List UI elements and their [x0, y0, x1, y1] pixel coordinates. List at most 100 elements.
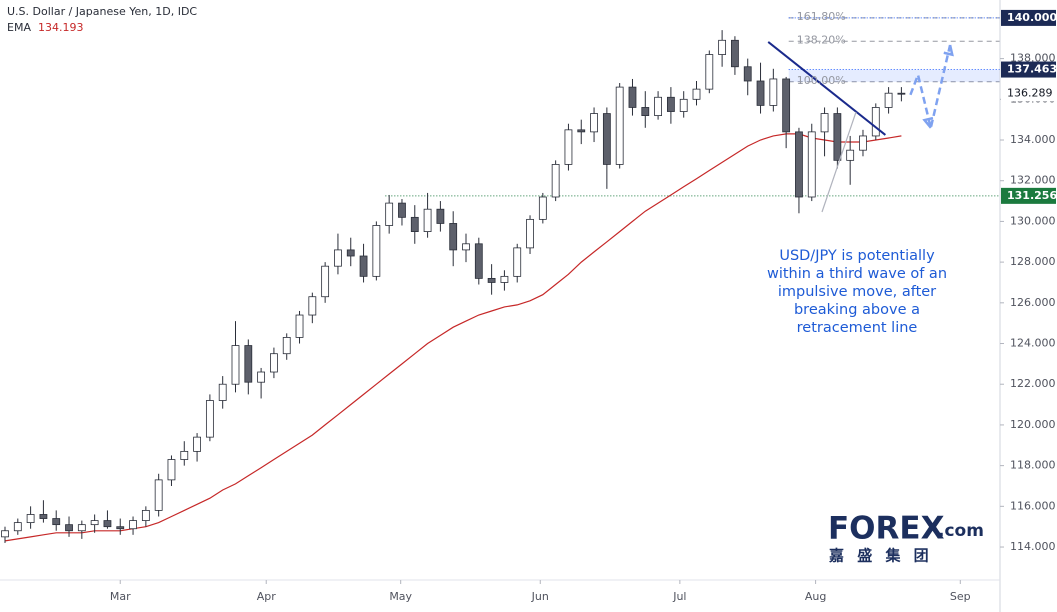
y-tick-label: 132.000	[1010, 174, 1056, 187]
level-label: 136.289	[1007, 86, 1053, 99]
candle-body	[321, 265, 330, 298]
ema-value: 134.193	[38, 21, 84, 34]
candle-body	[462, 243, 470, 251]
candle-body	[26, 514, 35, 524]
level-badge	[1001, 85, 1056, 102]
y-tick-label: 138.000	[1010, 52, 1056, 65]
candle-body	[487, 277, 496, 283]
candle-body	[244, 345, 253, 383]
fib-label: 161.80%	[797, 10, 846, 23]
fib-label: 138.20%	[797, 33, 846, 46]
candle-body	[308, 296, 317, 316]
candle-body	[538, 196, 547, 220]
level-label: 140.000	[1007, 11, 1057, 24]
candle-body	[705, 54, 714, 90]
candle-body	[205, 400, 214, 438]
candle-body	[846, 149, 855, 161]
candle-body	[564, 129, 573, 165]
candle-body	[77, 524, 86, 532]
candle-body	[795, 131, 803, 198]
candle-body	[551, 164, 560, 198]
candle-body	[615, 86, 624, 165]
candle-body	[231, 345, 240, 385]
candle-body	[820, 113, 829, 133]
projection-path	[909, 44, 952, 129]
candle-body	[897, 92, 906, 95]
annotation-line: retracement line	[797, 320, 918, 336]
candle-body	[52, 518, 61, 526]
candle-body	[167, 459, 176, 481]
projection-arrowhead	[943, 44, 954, 57]
y-tick-label: 116.000	[1010, 499, 1056, 512]
candle-body	[39, 514, 48, 519]
candle-body	[193, 436, 201, 452]
chart-title: U.S. Dollar / Japanese Yen, 1D, IDC	[7, 5, 197, 18]
y-tick-label: 114.000	[1010, 540, 1056, 553]
candle-body	[257, 371, 266, 383]
x-tick-label: Mar	[110, 590, 131, 603]
candle-body	[423, 208, 432, 232]
y-tick-label: 128.000	[1010, 255, 1056, 268]
candle-body	[590, 113, 598, 133]
x-tick-label: Apr	[257, 590, 277, 603]
x-tick-label: Jul	[672, 590, 686, 603]
fib-band	[788, 69, 1000, 82]
annotation-line: impulsive move, after	[778, 284, 936, 300]
candle-body	[513, 247, 522, 277]
annotation-line: within a third wave of an	[767, 266, 947, 282]
candle-body	[628, 86, 637, 108]
y-tick-label: 134.000	[1010, 133, 1056, 146]
x-tick-label: Jun	[531, 590, 549, 603]
candle-body	[526, 218, 534, 249]
x-tick-label: Sep	[950, 590, 971, 603]
candle-body	[141, 509, 150, 521]
candle-body	[13, 522, 22, 532]
candle-body	[756, 80, 765, 106]
y-tick-label: 124.000	[1010, 337, 1056, 350]
logo-subtitle: 嘉 盛 集 团	[828, 547, 933, 565]
candle-body	[577, 129, 586, 133]
annotation-line: USD/JPY is potentially	[779, 248, 935, 264]
projection-arrowhead	[922, 116, 934, 129]
x-tick-label: May	[389, 590, 412, 603]
x-tick-label: Aug	[805, 590, 826, 603]
candle-body	[410, 216, 419, 232]
candle-body	[372, 225, 381, 277]
candle-body	[500, 275, 509, 283]
candle-body	[359, 255, 368, 277]
candle-body	[884, 92, 893, 108]
level-badge	[1001, 9, 1056, 26]
candle-body	[1, 530, 9, 538]
candle-body	[602, 113, 611, 165]
ema-line	[4, 133, 902, 542]
candle-body	[692, 88, 701, 100]
candle-body	[474, 243, 483, 279]
candle-body	[859, 135, 867, 151]
candle-body	[833, 113, 842, 161]
candle-body	[782, 78, 791, 133]
candle-body	[334, 249, 342, 267]
candle-body	[679, 98, 688, 112]
y-tick-label: 130.000	[1010, 214, 1056, 227]
candle-body	[654, 96, 662, 116]
candle-body	[65, 524, 73, 532]
candle-body	[436, 208, 445, 224]
candle-body	[641, 107, 650, 116]
level-label: 131.256	[1007, 189, 1057, 202]
fib-label: 100.00%	[797, 74, 846, 87]
candle-body	[743, 66, 752, 82]
candle-body	[116, 526, 125, 530]
y-tick-label: 120.000	[1010, 418, 1056, 431]
candle-body	[871, 107, 880, 137]
candle-body	[282, 337, 291, 355]
level-label: 137.463	[1007, 63, 1057, 76]
candle-body	[295, 314, 304, 338]
candle-body	[769, 78, 778, 106]
candle-body	[449, 223, 458, 251]
candle-body	[103, 520, 112, 528]
ema-name: EMA	[7, 21, 31, 34]
candle-body	[385, 202, 394, 226]
candle-body	[718, 39, 727, 55]
y-tick-label: 122.000	[1010, 377, 1056, 390]
